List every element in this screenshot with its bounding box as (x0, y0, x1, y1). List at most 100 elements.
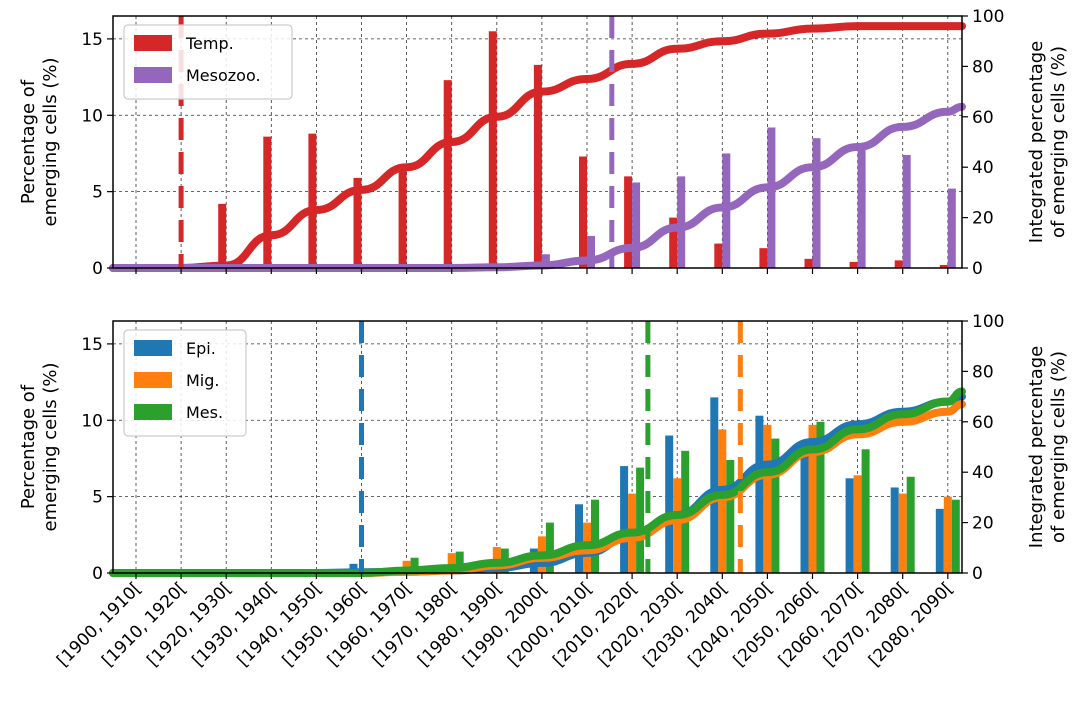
bar-temp (443, 80, 452, 269)
y-tick-label: 15 (81, 30, 103, 50)
y2-axis-label-line: Integrated percentage (1026, 346, 1047, 548)
bar-epi (935, 508, 944, 573)
y2-axis-label-line: Integrated percentage (1026, 41, 1047, 243)
bar-mig (673, 478, 682, 573)
y-tick-label: 0 (92, 564, 103, 584)
panel-bottom: 0 5 10 15 0 20 40 60 80 100 Percentage ofemerging … (18, 312, 1069, 584)
y2-tick-label: 0 (972, 564, 983, 584)
bar-temp (714, 243, 723, 268)
y-axis-label-line: emerging cells (%) (40, 363, 61, 532)
bar-temp (218, 203, 227, 268)
bar-epi (890, 487, 899, 573)
y2-tick-label: 60 (972, 413, 994, 433)
y-axis-label: Percentage ofemerging cells (%) (18, 58, 61, 227)
y2-tick-label: 0 (972, 259, 983, 279)
bar-mesozoo (812, 138, 821, 268)
legend-label: Mes. (186, 403, 223, 422)
bar-epi (845, 478, 854, 573)
bar-temp (804, 258, 813, 268)
bar-temp (624, 176, 633, 268)
bar-epi (755, 415, 764, 573)
bar-mesozoo (677, 176, 686, 268)
y-axis-label-line: Percentage of (18, 384, 39, 509)
bar-mes (545, 522, 554, 573)
legend-label: Temp. (185, 34, 234, 53)
y-axis-label-line: Percentage of (18, 79, 39, 204)
bar-mes (410, 557, 419, 573)
y-tick-label: 10 (81, 411, 103, 431)
y-tick-label: 10 (81, 106, 103, 126)
legend-swatch-temp (134, 35, 172, 51)
bar-epi (575, 504, 583, 573)
y-axis-label-line: emerging cells (%) (40, 58, 61, 227)
y-tick-label: 5 (92, 183, 103, 203)
bar-mes (861, 449, 870, 573)
bar-mig (808, 424, 817, 573)
legend-swatch-epi (134, 340, 172, 356)
bar-temp (263, 136, 272, 268)
y2-tick-label: 60 (972, 108, 994, 128)
legend-swatch-mes (134, 404, 172, 420)
bar-mes (726, 459, 735, 573)
bar-mesozoo (587, 235, 595, 268)
bar-epi (800, 450, 809, 573)
bar-temp (759, 248, 768, 268)
bar-temp (894, 260, 903, 268)
panel-top: 0 5 10 15 0 20 40 60 80 100 Percentage ofemerging … (18, 7, 1069, 279)
legend-swatch-mig (134, 372, 172, 388)
y2-tick-label: 40 (972, 158, 994, 178)
bar-mes (906, 476, 915, 573)
bar-mig (898, 493, 907, 573)
bar-mes (636, 467, 645, 573)
y2-tick-label: 40 (972, 463, 994, 483)
bar-mes (591, 499, 599, 573)
bar-mesozoo (632, 182, 641, 268)
bar-temp (579, 156, 587, 268)
legend-label: Epi. (186, 339, 216, 358)
bar-mig (853, 475, 862, 573)
bar-mig (943, 496, 952, 573)
legend-swatch-mesozoo (134, 67, 172, 83)
bar-temp (398, 164, 407, 268)
y2-tick-label: 80 (972, 57, 994, 77)
y2-axis-label-line: of emerging cells (%) (1048, 351, 1069, 543)
y2-tick-label: 100 (972, 7, 1004, 27)
bar-mesozoo (857, 145, 866, 268)
bar-mes (771, 438, 780, 573)
bar-temp (488, 31, 497, 268)
y-axis-label: Percentage ofemerging cells (%) (18, 363, 61, 532)
y2-axis-label: Integrated percentageof emerging cells (… (1026, 346, 1069, 548)
bar-mesozoo (902, 154, 911, 268)
bar-mesozoo (947, 188, 956, 268)
bar-temp (669, 217, 678, 268)
plot-frame (112, 15, 963, 269)
bar-temp (849, 261, 858, 268)
bar-temp (353, 177, 362, 268)
y-tick-label: 15 (81, 335, 103, 355)
cumulative-curve-temp (109, 22, 966, 272)
bar-mes (455, 551, 464, 573)
bar-epi (620, 466, 629, 573)
plot-frame (112, 320, 963, 574)
bar-epi (665, 435, 674, 573)
y-tick-label: 0 (92, 259, 103, 279)
legend-label: Mesozoo. (186, 66, 261, 85)
y2-axis-label: Integrated percentageof emerging cells (… (1026, 41, 1069, 243)
bar-mig (447, 553, 456, 573)
bar-mesozoo (541, 254, 550, 268)
bar-mesozoo (767, 127, 776, 268)
bar-mes (816, 421, 825, 573)
y2-tick-label: 100 (972, 312, 1004, 332)
y-tick-label: 5 (92, 488, 103, 508)
y2-tick-label: 80 (972, 362, 994, 382)
legend-label: Mig. (186, 371, 220, 390)
y2-tick-label: 20 (972, 514, 994, 534)
bar-mes (951, 499, 960, 573)
bar-temp (533, 64, 542, 268)
bar-temp (939, 264, 948, 268)
bar-temp (308, 133, 317, 268)
bar-mig (763, 424, 772, 573)
y2-tick-label: 20 (972, 209, 994, 229)
